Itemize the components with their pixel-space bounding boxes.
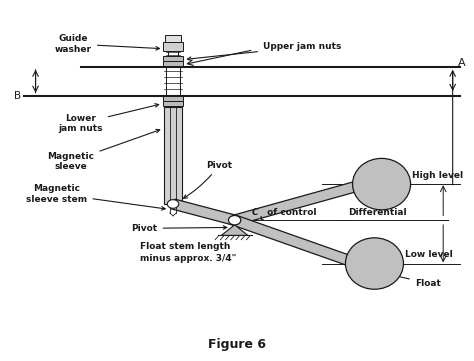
Bar	[163, 96, 183, 101]
Circle shape	[167, 200, 179, 208]
Text: Guide
washer: Guide washer	[55, 34, 160, 54]
Bar	[164, 107, 182, 204]
Circle shape	[228, 216, 241, 225]
Text: B: B	[14, 91, 21, 101]
Ellipse shape	[353, 158, 410, 210]
Text: High level: High level	[412, 171, 464, 180]
Polygon shape	[171, 199, 237, 225]
Bar	[163, 42, 183, 51]
Bar	[165, 35, 181, 42]
Polygon shape	[221, 225, 248, 235]
Text: Float: Float	[385, 273, 441, 288]
Text: of control: of control	[264, 208, 316, 217]
Polygon shape	[232, 216, 360, 268]
Text: Float stem length
minus approx. 3/4": Float stem length minus approx. 3/4"	[140, 242, 236, 264]
Text: Pivot: Pivot	[183, 161, 232, 198]
Text: Upper jam nuts: Upper jam nuts	[187, 43, 341, 61]
Ellipse shape	[346, 238, 403, 289]
Text: Low level: Low level	[405, 250, 453, 259]
Bar	[163, 101, 183, 106]
Bar	[163, 61, 183, 66]
Text: L: L	[260, 216, 264, 221]
Text: Lower
jam nuts: Lower jam nuts	[58, 104, 159, 133]
Text: Magnetic
sleeve: Magnetic sleeve	[47, 129, 160, 171]
Bar	[163, 56, 183, 61]
Polygon shape	[232, 179, 367, 225]
Text: C: C	[251, 208, 258, 217]
Text: Figure 6: Figure 6	[208, 338, 266, 351]
Text: Differential: Differential	[348, 208, 407, 217]
Text: Magnetic
sleeve stem: Magnetic sleeve stem	[27, 184, 165, 210]
Text: Pivot: Pivot	[131, 224, 227, 233]
Text: A: A	[457, 58, 465, 68]
